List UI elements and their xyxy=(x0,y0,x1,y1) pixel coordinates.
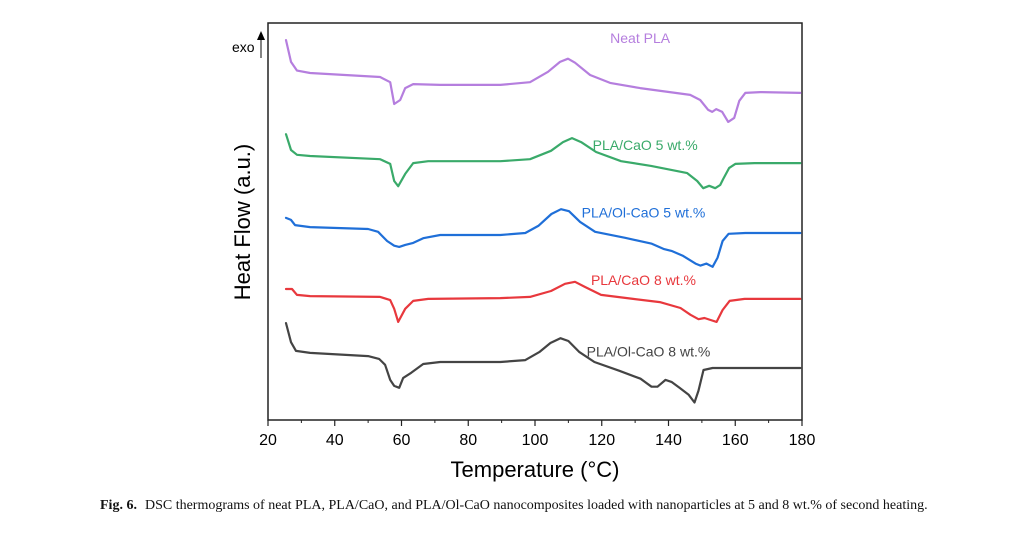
series-line-1 xyxy=(284,133,802,190)
caption-text: DSC thermograms of neat PLA, PLA/CaO, an… xyxy=(144,498,928,513)
series-line-3 xyxy=(284,280,802,323)
figure-label: Fig. 6. xyxy=(100,498,137,513)
y-axis-title: Heat Flow (a.u.) xyxy=(230,144,255,301)
x-tick-label: 180 xyxy=(789,432,816,449)
x-tick-label: 160 xyxy=(722,432,749,449)
x-tick-label: 20 xyxy=(259,432,277,449)
x-tick-label: 100 xyxy=(522,432,549,449)
x-axis: 20 40 60 80 100 120 140 160 180 xyxy=(259,420,815,449)
figure-caption: Fig. 6. DSC thermograms of neat PLA, PLA/… xyxy=(100,498,1000,514)
exo-arrow-icon xyxy=(257,31,265,58)
series-line-2 xyxy=(284,208,802,268)
series-line-4 xyxy=(284,322,802,404)
series-group xyxy=(284,39,802,404)
x-tick-label: 40 xyxy=(326,432,344,449)
x-tick-label: 140 xyxy=(655,432,682,449)
dsc-chart: 20 40 60 80 100 120 140 160 180 Neat PLA PLA/CaO … xyxy=(230,22,815,482)
x-tick-label: 120 xyxy=(588,432,615,449)
series-label-1: PLA/CaO 5 wt.% xyxy=(593,137,698,153)
series-line-0 xyxy=(284,39,802,123)
series-labels: Neat PLA PLA/CaO 5 wt.% PLA/Ol-CaO 5 wt.% P… xyxy=(582,30,711,360)
x-tick-label: 80 xyxy=(459,432,477,449)
series-label-3: PLA/CaO 8 wt.% xyxy=(591,272,696,288)
x-tick-label: 60 xyxy=(393,432,411,449)
exo-label: exo xyxy=(232,39,255,55)
series-label-4: PLA/Ol-CaO 8 wt.% xyxy=(587,343,711,359)
plot-frame xyxy=(267,22,803,421)
x-axis-title: Temperature (°C) xyxy=(451,457,620,482)
series-label-2: PLA/Ol-CaO 5 wt.% xyxy=(582,205,706,221)
series-label-0: Neat PLA xyxy=(610,30,671,46)
